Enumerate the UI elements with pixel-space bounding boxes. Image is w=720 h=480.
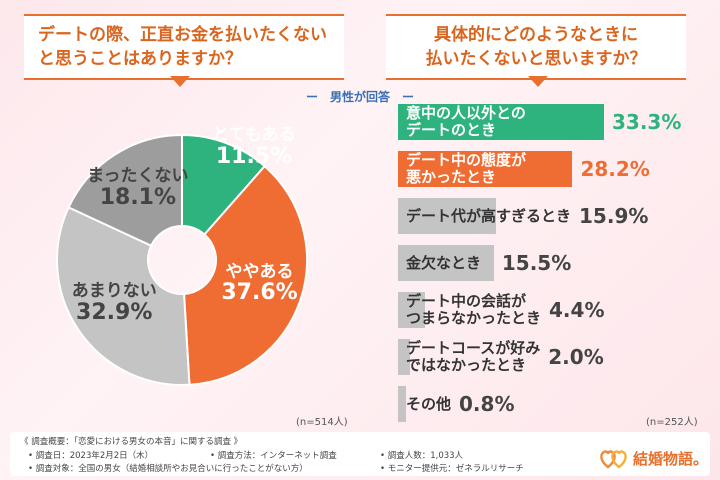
pie-category-label: あまりない (71, 281, 157, 302)
left-title-pointer (170, 76, 190, 87)
bar-category-label: デート中の会話が つまらなかったとき (406, 292, 542, 327)
bar (398, 151, 573, 187)
bar-value-label: 0.8% (459, 392, 515, 416)
pie-category-label: まったくない (87, 165, 189, 186)
pie-label: あまりない 32.9% (54, 282, 174, 325)
pie-chart (56, 133, 308, 386)
heart-rings-icon (600, 449, 627, 469)
pie-slice (56, 206, 191, 386)
brand-name: 結婚物語。 (632, 450, 708, 468)
bar-category-label: デート代が高すぎるとき (406, 206, 572, 225)
pie-label: とてもある 11.5% (194, 126, 314, 169)
bar-category-label: デート中の態度が 悪かったとき (406, 151, 527, 186)
respondent-subtitle: ー 男性が回答 ー (305, 90, 414, 104)
right-sample-size: (n=252人) (646, 417, 698, 428)
pie-value-label: 37.6% (221, 280, 298, 306)
footer-method: • 調査方法：インターネット調査 (210, 451, 337, 461)
bar (398, 292, 426, 328)
pie-label: ややある 37.6% (200, 261, 320, 306)
footer-target: • 調査対象：全国の男女（結婚相談所やお見合いに行ったことがない方） (28, 464, 308, 474)
left-question-title: デートの際、正直お金を払いたくない と思うことはありますか？ (24, 14, 344, 80)
bar (398, 339, 411, 375)
bar-value-label: 15.5% (501, 251, 572, 275)
bar-value-label: 2.0% (548, 345, 604, 369)
pie-label: まったくない 18.1% (78, 167, 198, 210)
survey-footer: 《 調査概要：「恋愛における男女の本音」に関する調査 》 • 調査日：2023年… (10, 432, 710, 476)
pie-category-label: とてもある (212, 125, 296, 145)
pie-category-label: ややある (225, 261, 294, 282)
bar (398, 198, 497, 234)
pie-value-label: 18.1% (99, 184, 177, 210)
pie-value-label: 32.9% (76, 299, 153, 325)
bar (398, 245, 494, 281)
bar-category-label: その他 (406, 394, 452, 413)
footer-monitor: • モニター提供元：ゼネラルリサーチ (380, 464, 524, 474)
right-title-pointer (528, 76, 548, 87)
right-question-title: 具体的にどのようなときに 払いたくないと思いますか？ (386, 14, 686, 80)
bar-category-label: デートコースが好み ではなかったとき (406, 339, 541, 374)
right-title-line2: 払いたくないと思いますか？ (425, 49, 647, 69)
pie-slice (182, 164, 308, 386)
bar-value-label: 4.4% (549, 298, 605, 322)
left-title-line1: デートの際、正直お金を払いたくない (38, 25, 327, 45)
footer-people: • 調査人数：1,033人 (380, 451, 464, 461)
bar (398, 104, 604, 140)
brand-logo: 結婚物語。 (599, 448, 708, 469)
footer-summary: 《 調査概要：「恋愛における男女の本音」に関する調査 》 (20, 437, 243, 447)
bar-value-label: 33.3% (612, 110, 682, 134)
pie-slice (67, 133, 183, 248)
bar (398, 386, 406, 422)
left-title-line2: と思うことはありますか？ (38, 49, 242, 69)
bar-value-label: 28.2% (580, 157, 650, 181)
right-title-line1: 具体的にどのようなときに (434, 25, 638, 45)
left-sample-size: (n=514人) (296, 417, 348, 428)
bar-value-label: 15.9% (579, 204, 649, 228)
footer-date: • 調査日：2023年2月2日（木） (28, 451, 154, 461)
bar-category-label: 意中の人以外との デートのとき (406, 104, 526, 139)
bar-category-label: 金欠なとき (406, 253, 482, 272)
pie-value-label: 11.5% (215, 143, 293, 169)
